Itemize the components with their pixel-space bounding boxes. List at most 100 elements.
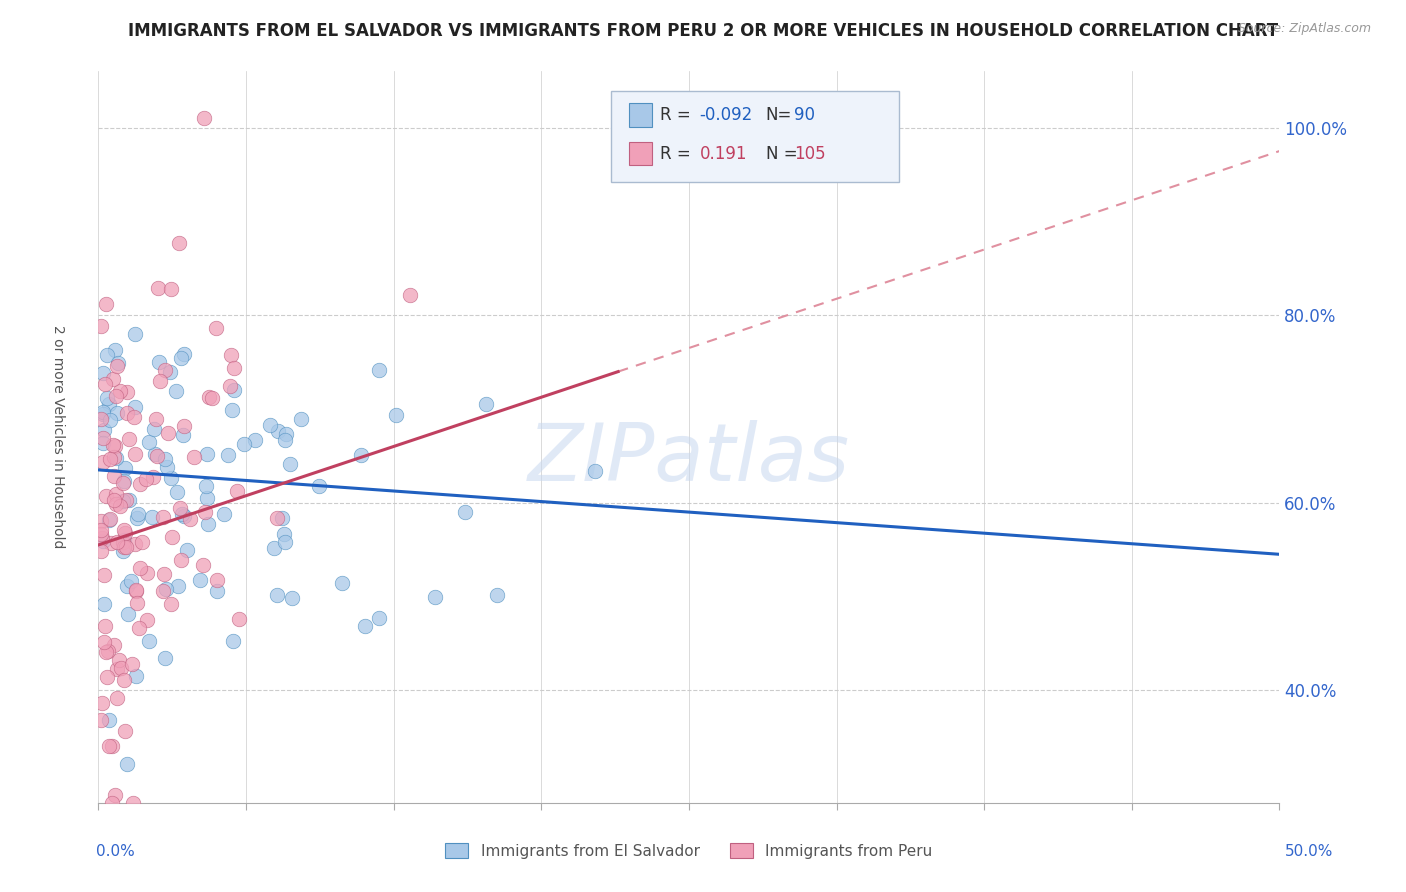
- Point: [121, 657, 143, 671]
- Text: ZIPatlas: ZIPatlas: [527, 420, 851, 498]
- Point: [222, 360, 245, 375]
- Text: R =: R =: [661, 145, 690, 162]
- Point: [195, 447, 218, 461]
- Point: [93, 597, 115, 611]
- Point: [143, 422, 166, 436]
- Point: [101, 796, 124, 810]
- Point: [94, 376, 117, 391]
- Point: [197, 517, 219, 532]
- Point: [107, 534, 129, 549]
- Point: [104, 343, 127, 357]
- Point: [103, 450, 125, 464]
- Point: [94, 296, 117, 310]
- Point: [112, 523, 135, 537]
- Point: [271, 510, 294, 524]
- Point: [205, 574, 228, 588]
- Point: [353, 619, 375, 633]
- Point: [274, 427, 297, 442]
- Point: [183, 450, 205, 464]
- Point: [146, 281, 169, 295]
- Point: [117, 607, 139, 621]
- Point: [136, 566, 159, 580]
- Text: 0.191: 0.191: [700, 145, 747, 162]
- Point: [93, 431, 115, 445]
- Point: [90, 319, 112, 334]
- Point: [104, 439, 127, 453]
- Point: [217, 448, 239, 462]
- Point: [108, 653, 131, 667]
- Point: [172, 428, 194, 442]
- Point: [120, 574, 142, 589]
- Point: [104, 789, 127, 803]
- Point: [228, 612, 250, 626]
- Point: [115, 540, 138, 554]
- Text: -0.092: -0.092: [700, 106, 752, 124]
- Point: [105, 487, 128, 501]
- Point: [127, 596, 149, 610]
- Point: [94, 618, 117, 632]
- Point: [112, 474, 135, 488]
- Text: N =: N =: [766, 145, 797, 162]
- Point: [273, 527, 295, 541]
- Point: [111, 475, 134, 490]
- Point: [114, 723, 136, 738]
- Point: [105, 406, 128, 420]
- Point: [152, 583, 174, 598]
- Point: [101, 438, 124, 452]
- Point: [98, 513, 121, 527]
- Point: [145, 412, 167, 426]
- Point: [219, 348, 242, 362]
- Point: [93, 567, 115, 582]
- Point: [385, 408, 408, 422]
- Point: [170, 552, 193, 566]
- Y-axis label: 2 or more Vehicles in Household: 2 or more Vehicles in Household: [51, 326, 65, 549]
- Point: [243, 434, 266, 448]
- Point: [141, 510, 163, 524]
- Point: [308, 479, 330, 493]
- Point: [115, 384, 138, 399]
- Point: [138, 435, 160, 450]
- Point: [108, 499, 131, 513]
- Point: [124, 583, 146, 598]
- Point: [112, 533, 135, 547]
- Point: [263, 541, 285, 556]
- Point: [179, 511, 201, 525]
- Point: [90, 412, 112, 426]
- Point: [219, 379, 242, 393]
- Point: [105, 451, 128, 466]
- Point: [125, 511, 148, 525]
- Point: [142, 470, 165, 484]
- Point: [91, 366, 114, 380]
- Point: [111, 535, 134, 549]
- Point: [122, 410, 145, 425]
- Point: [425, 591, 447, 605]
- Point: [127, 507, 149, 521]
- Point: [221, 403, 243, 417]
- Point: [90, 531, 112, 545]
- Point: [96, 670, 118, 684]
- Point: [125, 583, 148, 598]
- Point: [103, 469, 125, 483]
- Point: [112, 673, 135, 687]
- Point: [90, 527, 112, 541]
- Point: [160, 530, 183, 544]
- Point: [259, 417, 281, 432]
- Point: [93, 423, 115, 437]
- Point: [160, 471, 183, 485]
- Point: [91, 405, 114, 419]
- Point: [98, 413, 121, 427]
- Point: [167, 235, 190, 250]
- Point: [274, 434, 297, 448]
- Point: [124, 326, 146, 341]
- Point: [191, 558, 214, 573]
- Point: [330, 575, 353, 590]
- Text: IMMIGRANTS FROM EL SALVADOR VS IMMIGRANTS FROM PERU 2 OR MORE VEHICLES IN HOUSEH: IMMIGRANTS FROM EL SALVADOR VS IMMIGRANT…: [128, 22, 1278, 40]
- Point: [149, 374, 172, 388]
- Point: [121, 796, 143, 810]
- Point: [368, 610, 391, 624]
- Point: [129, 561, 152, 575]
- Point: [101, 739, 124, 753]
- Point: [156, 460, 179, 475]
- Point: [114, 461, 136, 475]
- Point: [103, 638, 125, 652]
